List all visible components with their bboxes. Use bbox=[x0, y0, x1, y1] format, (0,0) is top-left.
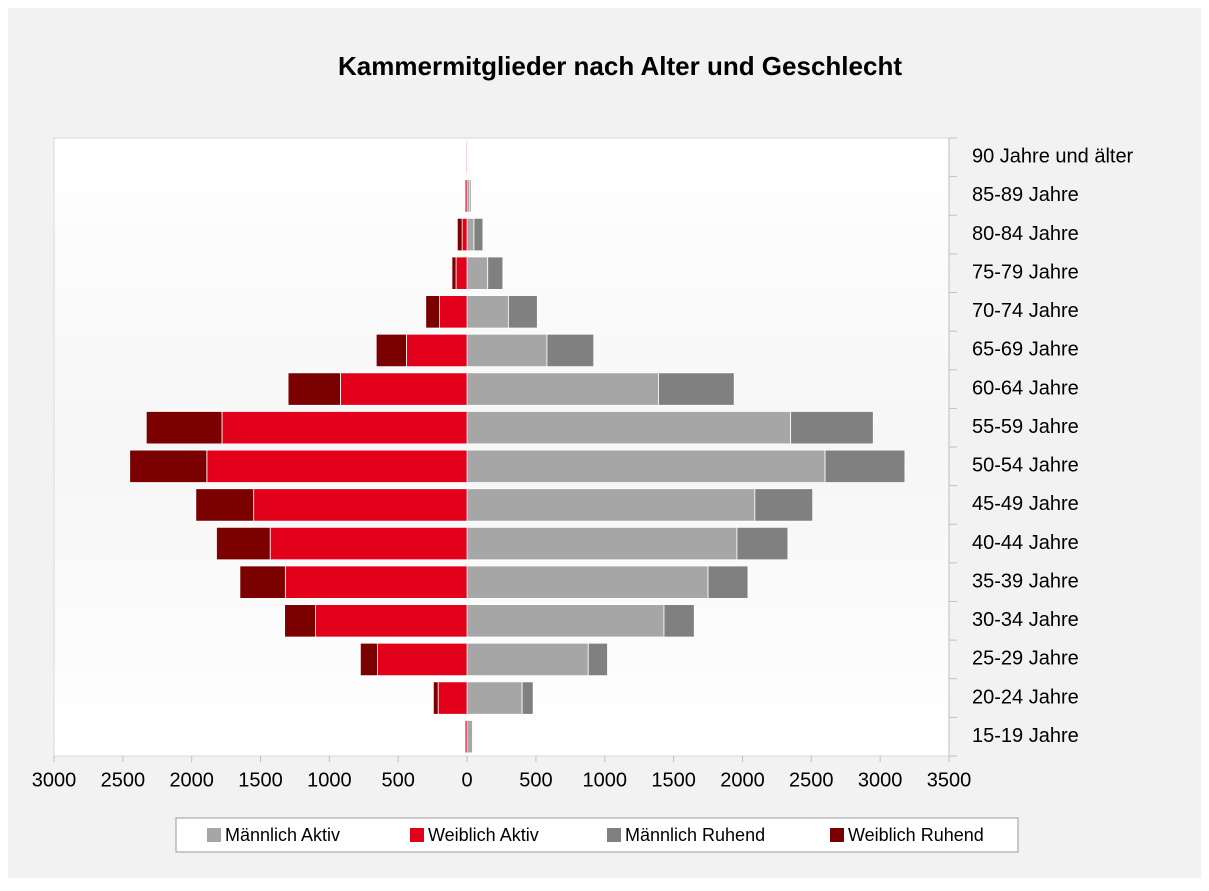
bar bbox=[207, 450, 467, 482]
bar bbox=[285, 605, 316, 637]
bar bbox=[755, 489, 813, 521]
x-tick-label: 1000 bbox=[583, 769, 628, 791]
legend-swatch bbox=[830, 828, 844, 842]
bar bbox=[426, 296, 440, 328]
bar bbox=[791, 411, 874, 443]
bar bbox=[467, 180, 470, 212]
x-tick-label: 2500 bbox=[101, 769, 146, 791]
y-tick-label: 50-54 Jahre bbox=[972, 455, 1079, 477]
y-tick-label: 35-39 Jahre bbox=[972, 570, 1079, 592]
bar bbox=[588, 643, 607, 675]
bar bbox=[340, 373, 467, 405]
y-tick-label: 70-74 Jahre bbox=[972, 300, 1079, 322]
x-tick-label: 1000 bbox=[307, 769, 352, 791]
bar bbox=[378, 643, 468, 675]
bar bbox=[406, 334, 467, 366]
y-tick-label: 75-79 Jahre bbox=[972, 261, 1079, 283]
bar bbox=[457, 218, 462, 250]
x-tick-label: 2500 bbox=[789, 769, 834, 791]
bar bbox=[467, 489, 755, 521]
bar bbox=[467, 643, 588, 675]
bar bbox=[130, 450, 207, 482]
bar bbox=[470, 180, 471, 212]
legend-label: Weiblich Ruhend bbox=[848, 825, 984, 845]
bar bbox=[452, 257, 456, 289]
bar bbox=[467, 720, 473, 752]
x-tick-label: 500 bbox=[382, 769, 415, 791]
bar bbox=[658, 373, 734, 405]
bar bbox=[222, 411, 467, 443]
bar bbox=[467, 334, 547, 366]
bar bbox=[196, 489, 254, 521]
bar bbox=[146, 411, 222, 443]
bar bbox=[474, 218, 483, 250]
x-tick-label: 0 bbox=[462, 769, 473, 791]
y-tick-label: 60-64 Jahre bbox=[972, 377, 1079, 399]
bar bbox=[488, 257, 503, 289]
y-tick-label: 55-59 Jahre bbox=[972, 416, 1079, 438]
bar bbox=[254, 489, 467, 521]
x-tick-label: 3000 bbox=[858, 769, 903, 791]
bar bbox=[467, 257, 488, 289]
bar bbox=[360, 643, 377, 675]
x-tick-label: 500 bbox=[519, 769, 552, 791]
bar bbox=[438, 682, 467, 714]
y-tick-label: 30-34 Jahre bbox=[972, 609, 1079, 631]
bar bbox=[440, 296, 468, 328]
legend-swatch bbox=[607, 828, 621, 842]
y-tick-label: 85-89 Jahre bbox=[972, 184, 1079, 206]
legend-label: Männlich Aktiv bbox=[225, 825, 340, 845]
bar bbox=[825, 450, 905, 482]
bar bbox=[464, 180, 465, 212]
x-tick-label: 1500 bbox=[238, 769, 283, 791]
bar bbox=[270, 527, 467, 559]
y-tick-label: 80-84 Jahre bbox=[972, 223, 1079, 245]
x-tick-label: 2000 bbox=[720, 769, 765, 791]
bar bbox=[547, 334, 594, 366]
bar bbox=[467, 682, 522, 714]
bar bbox=[316, 605, 467, 637]
bar bbox=[737, 527, 788, 559]
bar bbox=[508, 296, 537, 328]
bar bbox=[462, 218, 467, 250]
y-tick-label: 45-49 Jahre bbox=[972, 493, 1079, 515]
bar bbox=[473, 720, 474, 752]
legend-swatch bbox=[207, 828, 221, 842]
bar bbox=[467, 605, 664, 637]
bar bbox=[467, 566, 708, 598]
bar bbox=[467, 527, 737, 559]
legend-label: Männlich Ruhend bbox=[625, 825, 765, 845]
y-tick-label: 40-44 Jahre bbox=[972, 532, 1079, 554]
x-tick-label: 2000 bbox=[169, 769, 214, 791]
bar bbox=[467, 450, 825, 482]
bar bbox=[288, 373, 340, 405]
legend-swatch bbox=[410, 828, 424, 842]
chart-title: Kammermitglieder nach Alter und Geschlec… bbox=[338, 51, 902, 81]
bar bbox=[708, 566, 748, 598]
x-tick-label: 3000 bbox=[32, 769, 77, 791]
bar bbox=[376, 334, 406, 366]
y-tick-label: 25-29 Jahre bbox=[972, 648, 1079, 670]
bar bbox=[433, 682, 438, 714]
y-tick-label: 20-24 Jahre bbox=[972, 686, 1079, 708]
bar bbox=[285, 566, 467, 598]
x-tick-label: 1500 bbox=[651, 769, 696, 791]
bar bbox=[467, 218, 474, 250]
bar bbox=[467, 373, 658, 405]
bar bbox=[664, 605, 694, 637]
bar bbox=[467, 296, 508, 328]
x-tick-label: 3500 bbox=[927, 769, 972, 791]
y-tick-label: 15-19 Jahre bbox=[972, 725, 1079, 747]
y-tick-label: 65-69 Jahre bbox=[972, 339, 1079, 361]
bar bbox=[240, 566, 285, 598]
bar bbox=[216, 527, 270, 559]
bar bbox=[456, 257, 467, 289]
bar bbox=[467, 411, 791, 443]
bar bbox=[522, 682, 533, 714]
y-tick-label: 90 Jahre und älter bbox=[972, 146, 1134, 168]
legend-label: Weiblich Aktiv bbox=[428, 825, 539, 845]
